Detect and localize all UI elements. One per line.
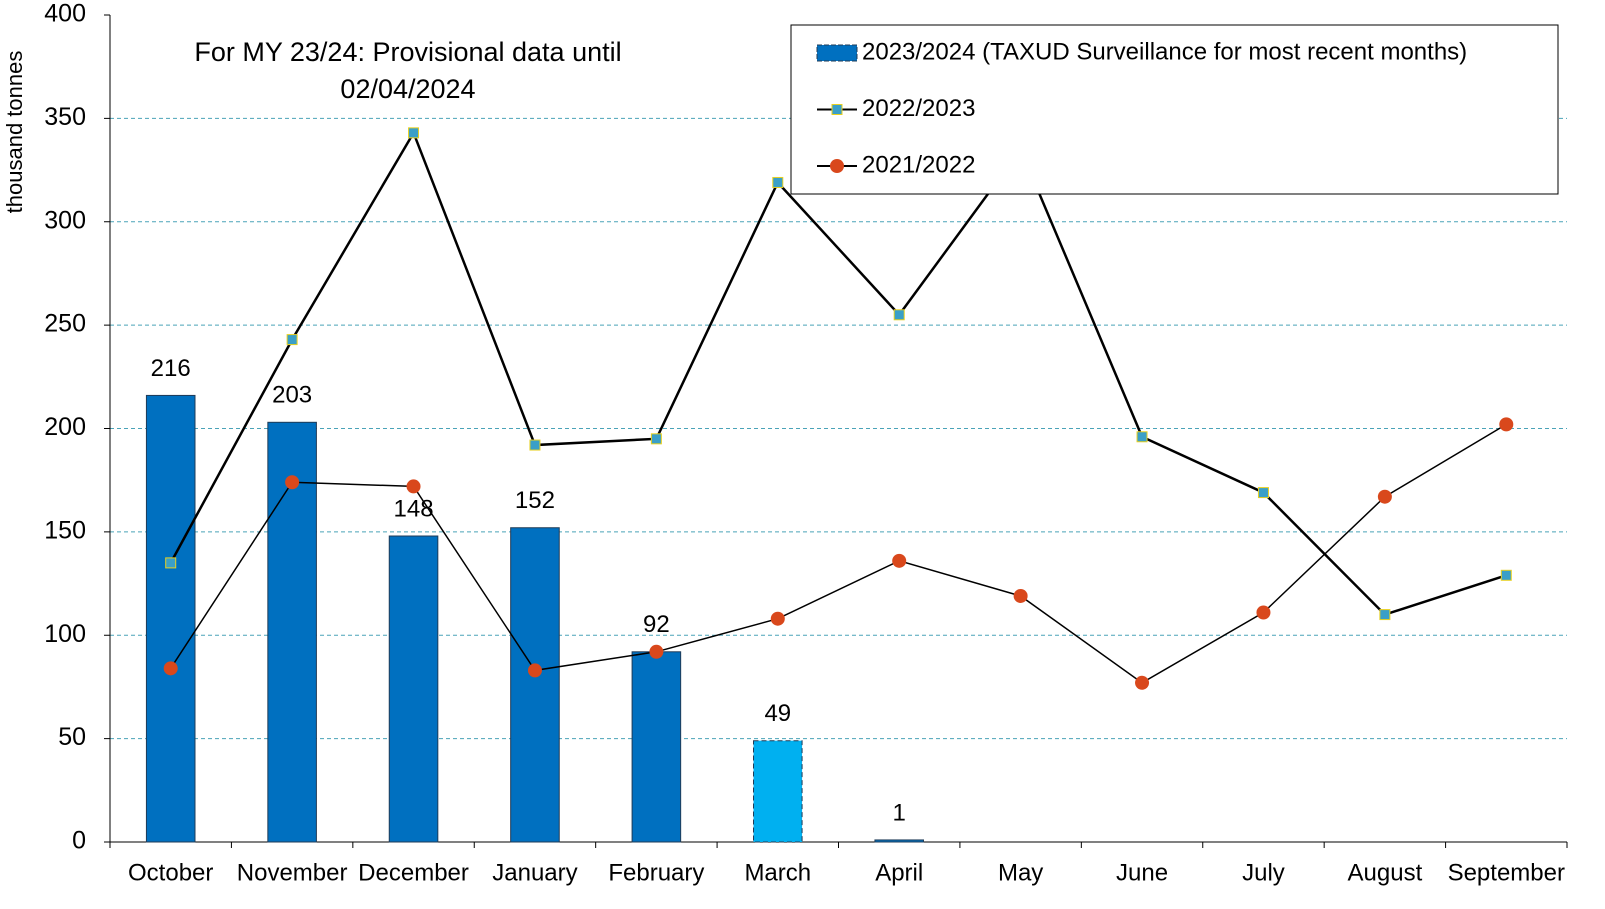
y-tick-label: 250 bbox=[44, 310, 86, 338]
x-tick-label: February bbox=[608, 859, 704, 886]
marker bbox=[1135, 675, 1150, 690]
marker bbox=[892, 553, 907, 568]
y-tick-label: 400 bbox=[44, 0, 86, 28]
marker bbox=[286, 334, 298, 346]
data-label: 49 bbox=[764, 700, 791, 727]
x-tick-label: September bbox=[1448, 859, 1565, 886]
bar bbox=[510, 527, 560, 843]
data-label: 148 bbox=[394, 495, 434, 522]
y-tick-label: 150 bbox=[44, 516, 86, 544]
marker bbox=[1013, 588, 1028, 603]
y-tick-label: 350 bbox=[44, 103, 86, 131]
marker bbox=[529, 439, 541, 451]
marker bbox=[1379, 609, 1391, 621]
x-tick-label: April bbox=[875, 859, 923, 886]
marker bbox=[1136, 431, 1148, 443]
marker bbox=[165, 557, 177, 569]
annotation: For MY 23/24: Provisional data until bbox=[194, 37, 621, 67]
legend-label: 2023/2024 (TAXUD Surveillance for most r… bbox=[862, 38, 1467, 65]
x-tick-label: March bbox=[744, 859, 811, 886]
x-tick-label: January bbox=[492, 859, 577, 886]
x-tick-label: November bbox=[237, 859, 348, 886]
bar bbox=[631, 651, 682, 843]
line bbox=[170, 423, 1507, 684]
legend-swatch bbox=[816, 44, 858, 62]
marker bbox=[285, 475, 300, 490]
bar bbox=[145, 394, 196, 843]
bar bbox=[874, 839, 924, 843]
legend-label: 2021/2022 bbox=[862, 151, 975, 178]
marker bbox=[408, 127, 420, 139]
marker bbox=[1499, 417, 1514, 432]
y-axis-label: thousand tonnes bbox=[2, 51, 27, 214]
marker bbox=[770, 611, 785, 626]
marker bbox=[527, 663, 542, 678]
x-tick-label: August bbox=[1348, 859, 1423, 886]
marker bbox=[1500, 569, 1512, 581]
marker bbox=[1256, 605, 1271, 620]
y-tick-label: 50 bbox=[58, 723, 86, 751]
y-tick-label: 300 bbox=[44, 206, 86, 234]
marker bbox=[406, 479, 421, 494]
legend-marker bbox=[830, 159, 844, 173]
marker bbox=[1377, 489, 1392, 504]
legend-label: 2022/2023 bbox=[862, 95, 975, 122]
y-tick-label: 100 bbox=[44, 620, 86, 648]
x-tick-label: October bbox=[128, 859, 213, 886]
x-tick-label: December bbox=[358, 859, 469, 886]
data-label: 216 bbox=[151, 355, 191, 382]
marker bbox=[650, 433, 662, 445]
legend-marker bbox=[831, 104, 843, 115]
y-tick-label: 0 bbox=[72, 827, 86, 855]
y-tick-label: 200 bbox=[44, 413, 86, 441]
data-label: 152 bbox=[515, 487, 555, 514]
data-label: 203 bbox=[272, 382, 312, 409]
line bbox=[169, 129, 1507, 617]
bar bbox=[267, 421, 317, 843]
bar bbox=[753, 740, 803, 843]
marker bbox=[1257, 487, 1269, 499]
annotation: 02/04/2024 bbox=[340, 74, 475, 104]
data-label: 92 bbox=[643, 611, 670, 638]
marker bbox=[163, 661, 178, 676]
marker bbox=[772, 176, 784, 188]
x-tick-label: May bbox=[998, 859, 1043, 886]
data-label: 1 bbox=[893, 799, 906, 826]
x-tick-label: July bbox=[1242, 859, 1285, 886]
x-tick-label: June bbox=[1116, 859, 1168, 886]
marker bbox=[893, 309, 905, 321]
marker bbox=[649, 644, 664, 659]
legend-box bbox=[790, 24, 1559, 195]
bar bbox=[388, 535, 439, 843]
